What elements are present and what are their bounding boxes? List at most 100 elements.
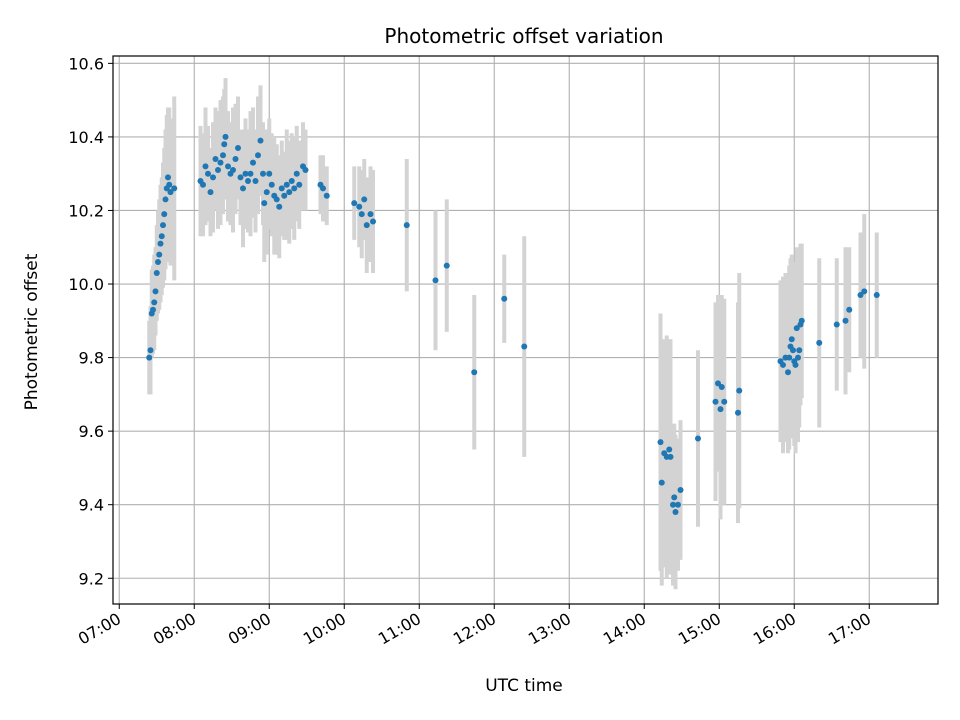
data-point bbox=[666, 446, 673, 453]
y-tick-label: 10.2 bbox=[68, 201, 104, 220]
data-point bbox=[861, 288, 868, 295]
data-point bbox=[677, 486, 684, 493]
data-point bbox=[237, 174, 244, 181]
data-point bbox=[247, 170, 254, 177]
data-point bbox=[842, 317, 849, 324]
data-point bbox=[501, 295, 508, 302]
data-point bbox=[657, 439, 664, 446]
data-point bbox=[215, 167, 221, 174]
data-point bbox=[792, 361, 799, 368]
data-point bbox=[846, 306, 853, 313]
data-point bbox=[798, 317, 805, 324]
data-point bbox=[257, 137, 264, 144]
x-tick-label: 16:00 bbox=[750, 609, 799, 649]
x-tick-label: 11:00 bbox=[375, 609, 424, 649]
data-point bbox=[147, 347, 154, 354]
data-point bbox=[278, 185, 285, 192]
data-point bbox=[670, 501, 676, 508]
data-point bbox=[833, 321, 840, 328]
data-point bbox=[718, 384, 725, 391]
data-point bbox=[232, 155, 239, 162]
data-point bbox=[323, 192, 330, 199]
data-point bbox=[715, 380, 721, 387]
x-tick-label: 08:00 bbox=[150, 609, 199, 649]
data-point bbox=[165, 174, 171, 181]
chart-title: Photometric offset variation bbox=[384, 24, 663, 48]
data-points bbox=[146, 133, 880, 516]
data-point bbox=[161, 211, 168, 218]
x-tick-label: 09:00 bbox=[225, 609, 274, 649]
data-point bbox=[286, 189, 293, 196]
data-point bbox=[291, 185, 298, 192]
data-point bbox=[788, 336, 795, 343]
data-point bbox=[816, 339, 823, 346]
x-tick-label: 15:00 bbox=[675, 609, 724, 649]
y-tick-label: 9.6 bbox=[79, 422, 104, 441]
data-point bbox=[160, 222, 166, 229]
data-point bbox=[358, 211, 365, 218]
data-point bbox=[785, 369, 791, 376]
data-point bbox=[146, 354, 153, 361]
data-point bbox=[796, 347, 803, 354]
data-point bbox=[151, 299, 158, 306]
data-point bbox=[158, 233, 165, 240]
x-tick-label: 14:00 bbox=[600, 609, 649, 649]
data-point bbox=[790, 347, 796, 354]
data-point bbox=[712, 398, 719, 405]
data-point bbox=[268, 181, 275, 188]
data-point bbox=[320, 185, 326, 192]
data-point bbox=[255, 152, 261, 159]
data-point bbox=[260, 170, 266, 177]
data-point bbox=[658, 479, 665, 486]
y-tick-label: 10.6 bbox=[68, 54, 104, 73]
data-point bbox=[471, 369, 478, 376]
data-point bbox=[873, 292, 880, 299]
data-point bbox=[363, 222, 370, 229]
data-point bbox=[261, 200, 268, 207]
data-point bbox=[780, 361, 786, 368]
data-point bbox=[296, 181, 303, 188]
y-tick-label: 9.8 bbox=[79, 349, 104, 368]
data-point bbox=[221, 141, 228, 148]
data-point bbox=[432, 277, 439, 284]
data-point bbox=[302, 167, 309, 174]
data-point bbox=[293, 170, 300, 177]
y-axis: 9.2 9.4 9.6 9.8 10.0 10.2 10.4 10.6 bbox=[68, 54, 113, 588]
data-point bbox=[212, 155, 219, 162]
data-point bbox=[283, 181, 290, 188]
data-point bbox=[671, 494, 678, 501]
plot-frame bbox=[112, 55, 939, 605]
data-point bbox=[167, 189, 174, 196]
data-point bbox=[793, 325, 800, 332]
x-tick-label: 10:00 bbox=[300, 609, 349, 649]
data-point bbox=[356, 203, 363, 210]
data-point bbox=[230, 167, 236, 174]
data-point bbox=[667, 453, 674, 460]
data-point bbox=[735, 409, 741, 416]
data-point bbox=[222, 133, 229, 140]
x-axis-label: UTC time bbox=[485, 676, 563, 696]
data-point bbox=[202, 163, 209, 170]
data-point bbox=[403, 222, 410, 229]
data-point bbox=[225, 163, 231, 170]
data-point bbox=[288, 178, 295, 185]
data-point bbox=[153, 269, 160, 276]
data-point bbox=[521, 343, 528, 350]
data-point bbox=[242, 170, 249, 177]
data-point bbox=[361, 196, 368, 203]
data-point bbox=[672, 509, 679, 516]
data-point bbox=[443, 262, 450, 269]
data-point bbox=[245, 178, 251, 185]
data-point bbox=[857, 292, 864, 299]
data-point bbox=[156, 251, 163, 258]
data-point bbox=[351, 200, 358, 207]
data-point bbox=[675, 501, 681, 508]
x-tick-label: 12:00 bbox=[450, 609, 499, 649]
data-point bbox=[166, 181, 173, 188]
data-point bbox=[717, 406, 724, 413]
y-tick-label: 10.4 bbox=[68, 128, 104, 147]
data-point bbox=[276, 203, 283, 210]
data-point bbox=[266, 170, 273, 177]
data-point bbox=[786, 354, 793, 361]
